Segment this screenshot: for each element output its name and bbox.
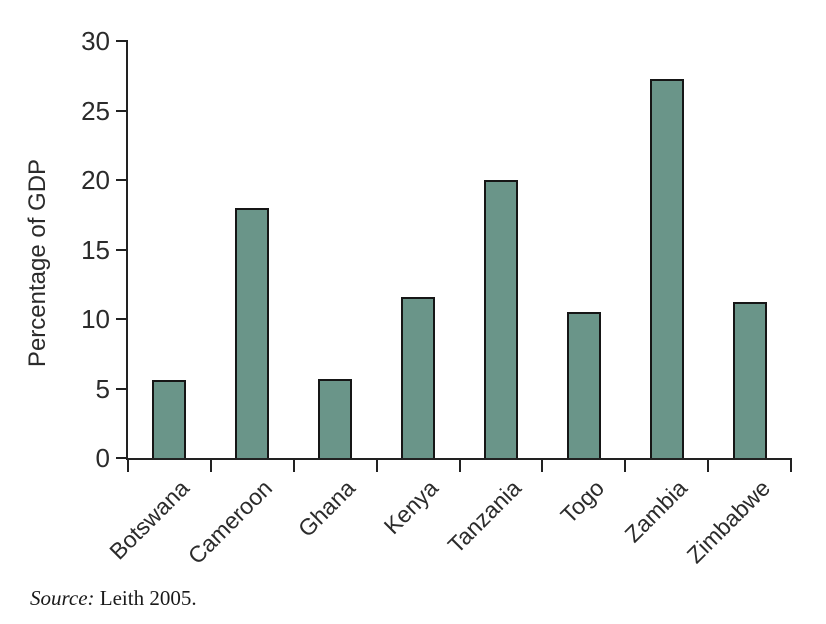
bar-togo bbox=[566, 312, 601, 458]
y-tick-label-5: 5 bbox=[95, 373, 110, 404]
bar-zimbabwe bbox=[732, 302, 767, 458]
bar-zambia bbox=[649, 78, 684, 458]
y-axis-line bbox=[126, 41, 128, 460]
bar-botswana bbox=[152, 380, 187, 458]
x-tick-5 bbox=[541, 458, 544, 472]
bar-tanzania bbox=[483, 180, 518, 458]
x-tick-2 bbox=[292, 458, 295, 472]
y-axis-title: Percentage of GDP bbox=[24, 158, 51, 368]
y-tick-label-0: 0 bbox=[95, 443, 110, 473]
x-tick-8 bbox=[790, 458, 792, 472]
y-tick-label-15: 15 bbox=[81, 234, 110, 265]
y-tick-5 bbox=[116, 387, 128, 390]
y-tick-10 bbox=[116, 318, 128, 320]
y-tick-20 bbox=[116, 179, 128, 181]
x-tick-1 bbox=[209, 458, 212, 472]
x-tick-6 bbox=[624, 458, 627, 472]
bar-ghana bbox=[318, 378, 353, 458]
source-label: Source: bbox=[30, 586, 95, 610]
y-tick-label-10: 10 bbox=[81, 304, 110, 334]
y-tick-15 bbox=[116, 248, 128, 251]
x-tick-0 bbox=[127, 458, 129, 472]
x-tick-7 bbox=[707, 458, 710, 472]
y-tick-25 bbox=[116, 109, 128, 112]
x-tick-4 bbox=[458, 458, 461, 472]
y-tick-30 bbox=[116, 40, 128, 42]
plot-area: 0 5 10 15 20 25 30 Botswana Cameroon Ghana Kenya Ta… bbox=[81, 26, 792, 569]
y-tick-0 bbox=[116, 457, 128, 459]
y-tick-label-20: 20 bbox=[81, 165, 110, 195]
bar-cameroon bbox=[235, 207, 270, 458]
x-tick-3 bbox=[375, 458, 378, 472]
source-note: Source: Leith 2005. bbox=[30, 586, 197, 611]
y-tick-label-30: 30 bbox=[81, 26, 110, 56]
y-tick-label-25: 25 bbox=[81, 95, 110, 126]
source-text: Leith 2005. bbox=[99, 586, 197, 610]
bar-kenya bbox=[401, 296, 436, 458]
